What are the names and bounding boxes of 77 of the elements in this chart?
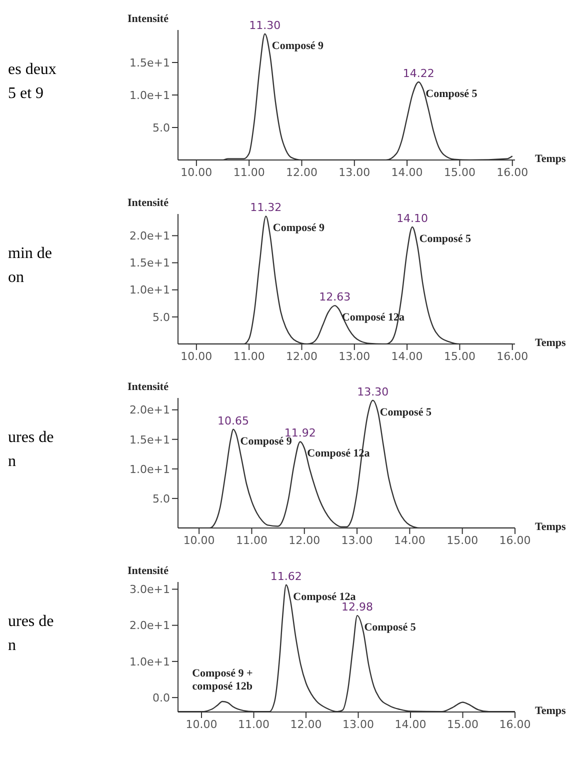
y-tick-label: 1.0e+1 [130, 284, 170, 297]
x-tick-label: 12.00 [286, 350, 318, 363]
annotation: Composé 5 [364, 622, 416, 634]
x-tick-label: 10.00 [180, 166, 212, 179]
x-tick-label: 11.00 [233, 350, 265, 363]
y-axis-title: Intensité [128, 13, 169, 25]
y-tick-label: 1.0e+1 [130, 88, 170, 102]
annotation: 12.98 [341, 600, 373, 614]
x-tick-label: 11.00 [233, 166, 265, 179]
y-tick-label: 2.0e+1 [130, 404, 170, 417]
y-tick-label: 1.5e+1 [130, 56, 170, 70]
x-tick-label: 14.00 [394, 534, 426, 547]
annotation: Composé 9 [272, 40, 324, 52]
text: es deux [8, 60, 58, 80]
x-tick-label: 13.00 [342, 718, 374, 731]
y-tick-label: 1.0e+1 [130, 462, 170, 476]
y-axis-title: Intensité [128, 565, 169, 577]
text: min de [8, 244, 53, 264]
x-axis-title: Temps [535, 153, 566, 165]
x-tick-label: 16.00 [499, 534, 531, 547]
y-tick-label: 1.0e+1 [130, 655, 170, 668]
y-tick-label: 1.5e+1 [130, 433, 170, 446]
x-tick-label: 16.00 [496, 166, 528, 179]
y-tick-label: 2.0e+1 [130, 619, 170, 632]
annotation: 11.32 [250, 201, 282, 214]
annotation: 10.65 [218, 414, 250, 428]
annotation: Composé 9 + composé 12b [192, 668, 253, 693]
text: n [8, 636, 17, 656]
x-tick-label: 11.00 [236, 534, 268, 547]
y-axis-title: Intensité [128, 381, 169, 393]
x-tick-label: 12.00 [290, 718, 322, 731]
x-tick-label: 10.00 [186, 718, 218, 731]
y-tick-label: 1.5e+1 [130, 256, 170, 270]
text: on [8, 268, 25, 288]
annotation: 13.30 [357, 385, 389, 398]
text: ures de [8, 428, 55, 448]
x-tick-label: 10.00 [180, 350, 212, 363]
text: 5 et 9 [8, 84, 45, 104]
y-tick-label: 5.0 [152, 121, 170, 134]
x-tick-label: 11.00 [238, 718, 270, 731]
x-tick-label: 14.00 [394, 718, 426, 731]
annotation: Composé 5 [419, 233, 472, 245]
x-tick-label: 10.00 [183, 534, 215, 547]
text: n [8, 452, 17, 472]
y-tick-label: 3.0e+1 [130, 583, 170, 596]
annotation: 14.10 [396, 212, 428, 225]
x-tick-label: 13.00 [338, 350, 370, 363]
y-tick-label: 2.0e+1 [130, 230, 170, 243]
annotation: 11.62 [270, 570, 302, 583]
x-tick-label: 12.00 [288, 534, 320, 547]
x-tick-label: 15.00 [446, 534, 478, 547]
y-tick-label: 5.0 [152, 310, 170, 324]
annotation: Composé 5 [426, 88, 478, 100]
x-tick-label: 16.00 [496, 350, 528, 363]
x-tick-label: 14.00 [391, 166, 423, 179]
x-tick-label: 15.00 [444, 166, 476, 179]
x-axis-title: Temps [535, 705, 566, 717]
annotation: Composé 9 [272, 222, 326, 234]
y-axis-title: Intensité [128, 197, 169, 209]
x-tick-label: 13.00 [338, 166, 370, 179]
annotation: 12.63 [319, 290, 351, 304]
x-axis-title: Temps [535, 337, 566, 349]
annotation: Composé 9 [240, 435, 292, 448]
x-tick-label: 13.00 [341, 534, 373, 547]
text: ures de [8, 612, 55, 632]
x-tick-label: 15.00 [444, 350, 476, 363]
y-tick-label: 0.0 [152, 691, 170, 704]
annotation: 11.30 [249, 18, 281, 32]
y-tick-label: 5.0 [152, 492, 170, 506]
annotation: 14.22 [402, 67, 434, 80]
annotation: Composé 5 [380, 406, 432, 418]
x-axis-title: Temps [535, 521, 566, 533]
x-tick-label: 16.00 [499, 718, 531, 731]
annotation: Composé 12a [293, 590, 356, 603]
x-tick-label: 12.00 [286, 166, 318, 179]
x-tick-label: 14.00 [391, 350, 423, 363]
x-tick-label: 15.00 [447, 718, 478, 731]
